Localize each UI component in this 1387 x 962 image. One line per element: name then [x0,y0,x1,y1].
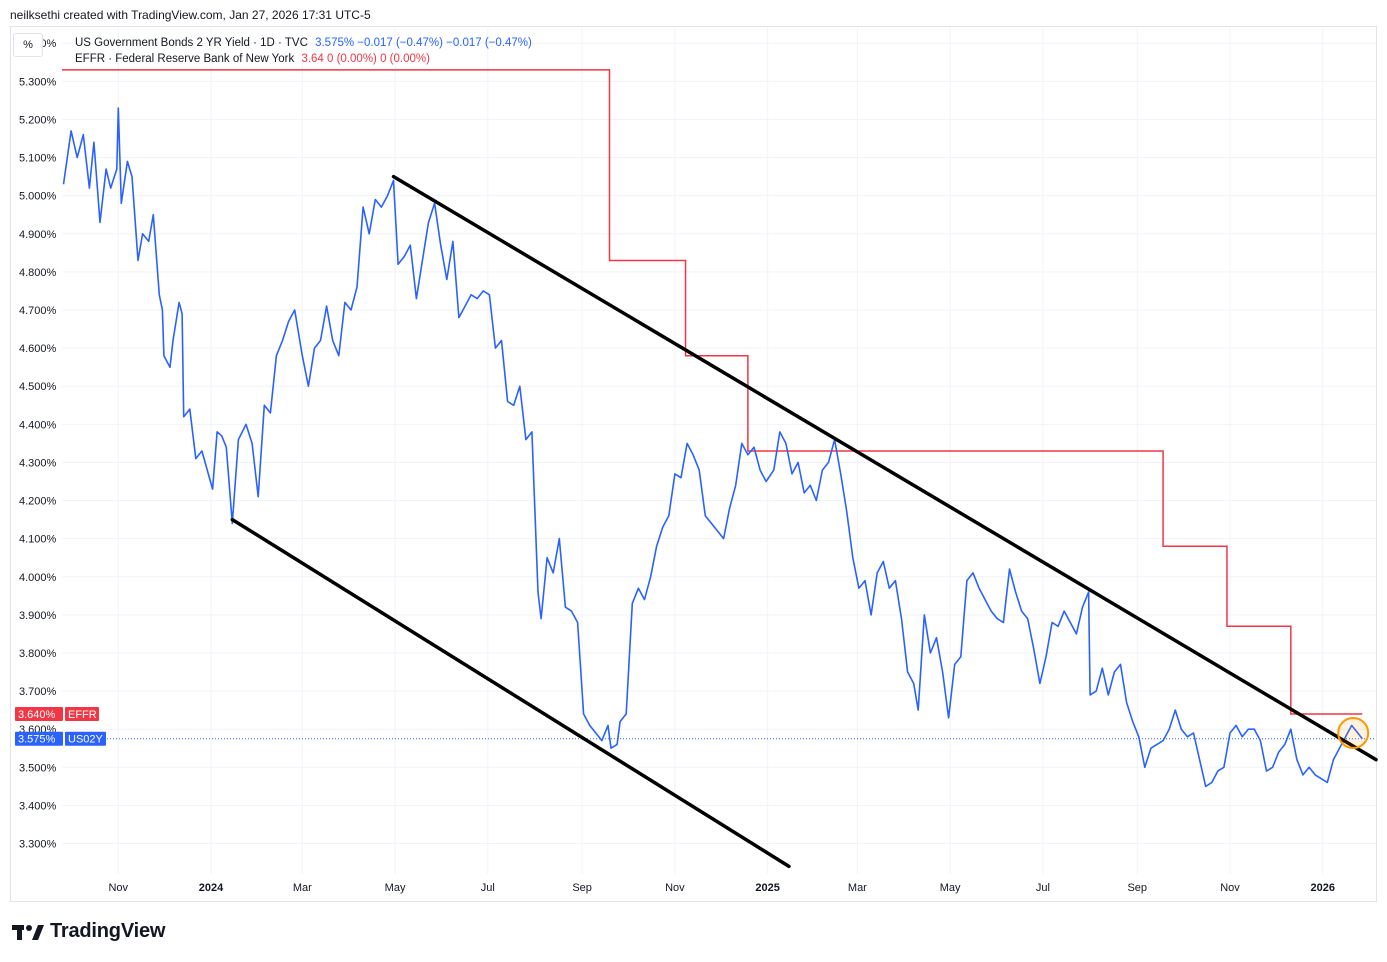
highlight-circle [1337,717,1370,749]
y-tick-label: 4.700% [19,305,57,317]
badge-series-text: EFFR [68,709,97,721]
legend-row-us02y[interactable]: US Government Bonds 2 YR Yield · 1D · TV… [75,35,532,51]
tradingview-brand-text: TradingView [50,920,166,942]
x-axis-labels: Nov 2024 Mar May Jul Sep Nov 2025 Mar May Jul Sep No… [108,882,1335,894]
legend-us02y-values: 3.575% −0.017 (−0.47%) −0.017 (−0.47%) [315,37,532,49]
x-tick-label: Nov [108,882,128,894]
x-tick-label: 2025 [755,882,779,894]
x-tick-label: Mar [848,882,867,894]
y-tick-label: 5.300% [19,76,57,88]
legend: US Government Bonds 2 YR Yield · 1D · TV… [75,35,532,67]
y-tick-label: 4.900% [19,229,57,241]
legend-effr-name: EFFR · Federal Reserve Bank of New York [75,53,295,65]
badge-series-bg [65,706,99,721]
y-tick-label: 4.300% [19,457,57,469]
y-tick-label: 4.600% [19,343,57,355]
tradingview-logo[interactable]: TradingView [12,920,165,943]
x-tick-label: Sep [1127,882,1147,894]
us02y-line [62,107,1363,788]
y-tick-label: 4.200% [19,496,57,508]
y-tick-label: 3.700% [19,686,57,698]
badge-series-bg [65,731,106,746]
grid [62,28,1376,874]
overlay-layer [230,174,1378,869]
price-badges: 3.640% EFFR 3.575% US02Y [15,706,106,746]
y-tick-label: 4.100% [19,534,57,546]
y-tick-label: 4.800% [19,267,57,279]
x-tick-label: Jul [1036,882,1050,894]
badge-value-text: 3.640% [18,709,56,721]
series-layer [62,69,1376,788]
lower-trendline [230,517,791,869]
badge-value-text: 3.575% [18,734,56,746]
legend-effr-values: 3.64 0 (0.00%) 0 (0.00%) [301,53,430,65]
x-tick-label: Nov [665,882,685,894]
percent-scale-button[interactable]: % [13,33,43,57]
y-axis-labels: 5.400%5.300%5.200%5.100%5.000%4.900%4.80… [19,38,57,850]
badge-us02y: 3.575% US02Y [15,731,106,746]
legend-row-effr[interactable]: EFFR · Federal Reserve Bank of New York … [75,51,532,67]
x-tick-label: May [940,882,961,894]
attribution-text: neilksethi created with TradingView.com,… [10,8,371,22]
x-tick-label: 2024 [199,882,224,894]
badge-value-bg [15,731,63,746]
x-tick-label: 2026 [1311,882,1335,894]
x-tick-label: Nov [1220,882,1240,894]
y-tick-label: 3.300% [19,839,57,851]
y-tick-label: 4.400% [19,419,57,431]
y-tick-label: 5.100% [19,153,57,165]
badge-series-text: US02Y [68,734,104,746]
y-tick-label: 4.500% [19,381,57,393]
tradingview-logo-icon [12,924,44,940]
badge-effr: 3.640% EFFR [15,706,99,721]
x-tick-label: Sep [572,882,592,894]
y-tick-label: 3.800% [19,648,57,660]
y-tick-label: 3.400% [19,800,57,812]
upper-trendline [391,174,1378,762]
x-tick-label: Jul [481,882,495,894]
y-tick-label: 5.200% [19,114,57,126]
y-tick-label: 5.000% [19,191,57,203]
y-tick-label: 4.000% [19,572,57,584]
y-tick-label: 3.500% [19,762,57,774]
x-tick-label: Mar [293,882,312,894]
legend-us02y-name: US Government Bonds 2 YR Yield · 1D · TV… [75,37,308,49]
x-tick-label: May [385,882,406,894]
effr-line [62,69,1363,715]
y-tick-label: 3.900% [19,610,57,622]
badge-value-bg [15,706,63,721]
